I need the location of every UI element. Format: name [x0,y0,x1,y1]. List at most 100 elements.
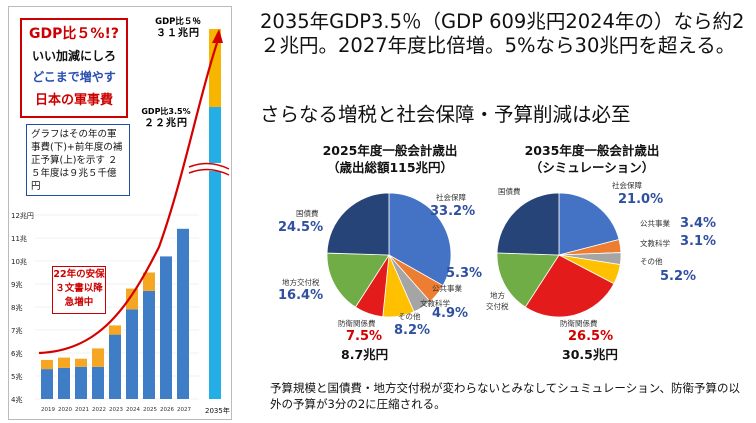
x-tick-label: 2025 [143,407,157,413]
y-tick-label: 6兆 [11,349,22,358]
x-tick-label: 2020 [58,407,72,413]
pie1-chart [326,192,452,318]
pie-slice-国債費 [326,192,390,256]
x-tick-label: 2023 [109,407,123,413]
pie2-label-bunkyo: 文教科学 [640,239,670,248]
pie1-pct-kokusai: 24.5% [278,220,324,235]
break-line-1 [188,162,230,170]
gdp5-line1: GDP比５％ [155,17,201,27]
bar-base [41,369,53,399]
x-tick-label: 2019 [41,407,55,413]
y-tick-label: 11兆 [11,234,27,243]
bar-base [143,290,155,399]
callout-line3: どこまで増やす [32,70,116,84]
pie2-label-shakai: 社会保障 [612,181,642,190]
y-tick-label: 7兆 [11,326,22,335]
y-tick-label: 12兆円 [11,211,34,220]
ann22-line1: 22年の安保 [53,269,105,280]
pie2-title-line1: 2035年度一般会計歳出 [524,143,660,158]
bar-base [109,334,121,399]
bar-2035-top [209,29,221,107]
bar-supplement [92,348,104,367]
bar-2035 [209,29,221,399]
pie1-pct-sonota: 8.2% [394,323,431,338]
pie-slice-地方交付税 [496,252,560,308]
bar-supplement [109,325,121,335]
y-tick-label: 5兆 [11,372,22,381]
main-headline: 2035年GDP3.5％（GDP 609兆円2024年の）なら約2２兆円。202… [260,10,745,57]
pie2-label-kokyo: 公共事業 [640,219,670,228]
pie2-label-boei: 防衛関係費 [560,319,598,328]
pie2-title: 2035年度一般会計歳出 （シミュレーション） [492,142,692,176]
gdp35-label: GDP比3.5% ２２兆円 [134,106,198,130]
bar-base [126,309,138,399]
callout-line1: GDP比５%!? [29,26,119,42]
gdp35-line2: ２２兆円 [144,118,188,129]
pie2-pct-boei: 26.5% [568,329,614,344]
pie1-title-line2: （歳出総額115兆円） [326,160,454,175]
x-tick-label: 2024 [126,407,140,413]
gdp35-line1: GDP比3.5% [141,107,191,116]
callout-line4: 日本の軍事費 [34,93,113,108]
ann22-line2: ３文書以降 [55,283,103,294]
callout-line2: いい加減にしろ [31,49,116,63]
bar-base [177,228,189,399]
bar-supplement [75,358,87,367]
pie1-pct-boei: 7.5% [346,329,383,344]
pie2-title-line2: （シミュレーション） [529,160,655,175]
pie1-label-kokusai: 国債費 [296,209,319,218]
growth-arrowhead [212,29,223,43]
footer-note: 予算規模と国債費・地方交付税が変わらないとみなしてシュミュレーション、防衛予算の… [270,381,740,411]
pie1-label-sonota: その他 [398,312,421,321]
since-2022-callout: 22年の安保 ３文書以降 急増中 [52,266,106,314]
pie1-title: 2025年度一般会計歳出 （歳出総額115兆円） [290,142,490,176]
bar-supplement [126,288,138,310]
y-tick-label: 10兆 [11,257,27,266]
chart-note-text: グラフはその年の軍事費(下)+前年度の補正予算(上)を示す ２５年度は９兆５千億… [31,129,123,192]
bar-base [160,256,172,399]
pie2-label-sonota: その他 [640,257,663,266]
pie1-title-line1: 2025年度一般会計歳出 [322,143,458,158]
pie2-label-kokusai: 国債費 [498,187,521,196]
pie1-pct-bunkyo: 4.9% [432,306,469,321]
ann22-line3: 急増中 [64,297,94,308]
y-tick-label: 4兆 [11,395,22,404]
pie2-total: 30.5兆円 [562,347,618,362]
chart-note-box: グラフはその年の軍事費(下)+前年度の補正予算(上)を示す ２５年度は９兆５千億… [26,124,130,196]
pie1-label-kokyo: 公共事業 [432,284,462,293]
pie-slice-社会保障 [558,192,620,256]
pie1-label-boei: 防衛関係費 [338,319,376,328]
pie-slice-社会保障 [388,192,452,287]
pie-slice-国債費 [496,192,560,256]
pie2-pct-kokyo: 3.4% [680,216,717,231]
y-tick-label: 9兆 [11,280,22,289]
bar-base [92,366,104,399]
pie1-pct-kokyo: 5.3% [446,266,483,281]
axis-break [207,163,223,171]
pie2-label-chiho-1: 地方 [490,291,505,300]
x-tick-label: 2022 [92,407,106,413]
break-line-2 [188,168,230,176]
x-tick-label: 2027 [177,407,191,413]
headline-callout: GDP比５%!? いい加減にしろ どこまで増やす 日本の軍事費 [20,18,128,118]
y-tick-label: 8兆 [11,303,22,312]
pie2-pct-shakai: 21.0% [618,192,664,207]
pie-slice-地方交付税 [326,252,390,308]
gdp5-line2: ３１兆円 [156,28,200,39]
pie1-label-shakai: 社会保障 [436,193,466,202]
x-tick-2035: 2035年 [205,406,230,415]
bar-supplement [58,357,70,368]
bar-supplement [143,272,155,291]
subheadline: さらなる増税と社会保障・予算削減は必至 [260,103,631,126]
bar-base [75,366,87,399]
x-tick-label: 2021 [75,407,89,413]
pie2-chart [496,192,622,318]
pie2-label-chiho-2: 交付税 [486,302,509,311]
pie2-pct-sonota: 5.2% [660,269,697,284]
bar-base [58,367,70,399]
pie1-pct-shakai: 33.2% [430,204,476,219]
pie1-label-chiho: 地方交付税 [282,278,320,287]
pie1-label-bunkyo: 文教科学 [420,299,450,308]
gdp5-label: GDP比５％ ３１兆円 [150,16,206,40]
